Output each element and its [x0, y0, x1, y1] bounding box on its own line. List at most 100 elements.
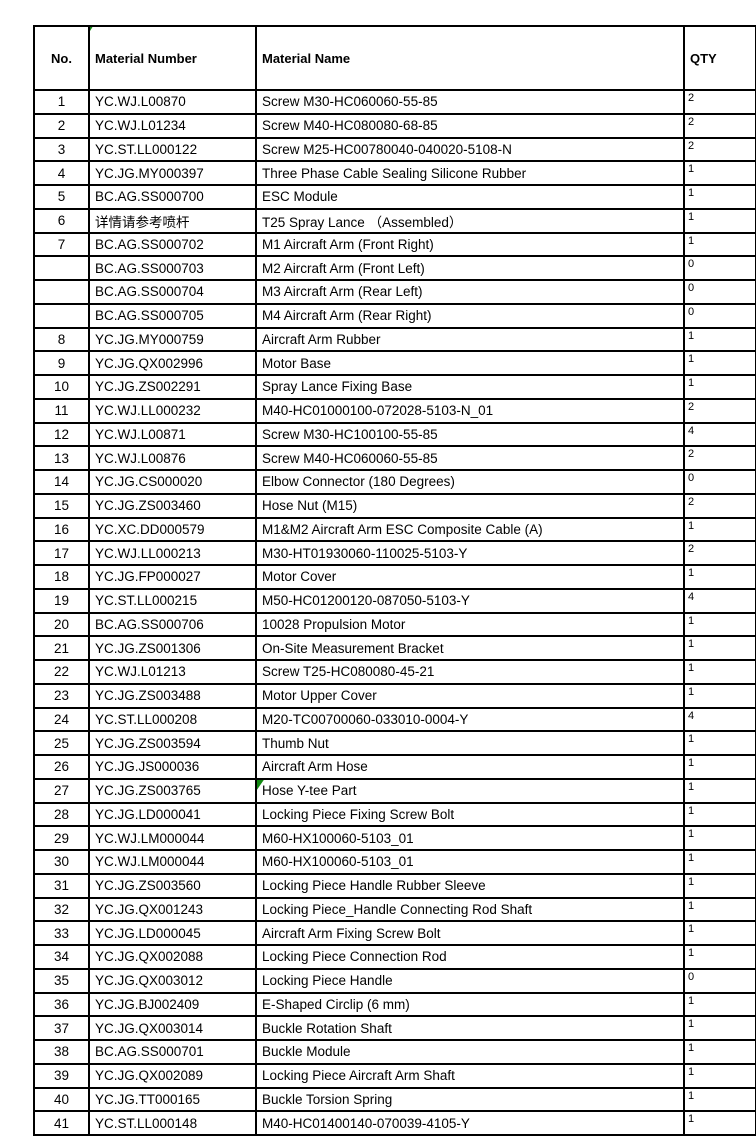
cell-material-name[interactable]: Motor Upper Cover — [255, 682, 685, 709]
cell-no[interactable]: 41 — [33, 1110, 90, 1136]
cell-material-number[interactable]: BC.AG.SS000706 — [88, 611, 257, 638]
cell-no[interactable]: 6 — [33, 207, 90, 234]
cell-no[interactable]: 39 — [33, 1062, 90, 1089]
cell-no[interactable] — [33, 279, 90, 305]
cell-material-number[interactable]: BC.AG.SS000703 — [88, 255, 257, 281]
cell-no[interactable]: 16 — [33, 516, 90, 543]
cell-qty[interactable]: 4 — [683, 587, 756, 614]
cell-qty[interactable]: 1 — [683, 1039, 756, 1065]
cell-qty[interactable]: 1 — [683, 611, 756, 638]
cell-qty[interactable]: 1 — [683, 872, 756, 899]
cell-no[interactable]: 4 — [33, 160, 90, 186]
cell-material-name[interactable]: Locking Piece Handle — [255, 967, 685, 994]
cell-material-number[interactable]: YC.JG.ZS002291 — [88, 374, 257, 400]
cell-qty[interactable]: 1 — [683, 350, 756, 376]
cell-no[interactable]: 37 — [33, 1015, 90, 1041]
cell-qty[interactable]: 4 — [683, 421, 756, 448]
cell-material-name[interactable]: Screw M40-HC060060-55-85 — [255, 445, 685, 471]
cell-material-number[interactable]: 详情请参考喷杆 — [88, 207, 257, 234]
cell-material-number[interactable]: YC.JG.MY000759 — [88, 326, 257, 353]
cell-qty[interactable]: 1 — [683, 777, 756, 804]
cell-qty[interactable]: 1 — [683, 374, 756, 400]
cell-material-number[interactable]: YC.JG.MY000397 — [88, 160, 257, 186]
cell-material-name[interactable]: M50-HC01200120-087050-5103-Y — [255, 587, 685, 614]
cell-no[interactable]: 12 — [33, 421, 90, 448]
cell-qty[interactable]: 1 — [683, 635, 756, 661]
cell-qty[interactable]: 1 — [683, 1110, 756, 1136]
cell-material-number[interactable]: YC.JG.LD000045 — [88, 920, 257, 946]
cell-material-name[interactable]: Locking Piece Aircraft Arm Shaft — [255, 1062, 685, 1089]
cell-no[interactable]: 35 — [33, 967, 90, 994]
cell-qty[interactable]: 2 — [683, 136, 756, 163]
cell-qty[interactable]: 1 — [683, 730, 756, 756]
cell-qty[interactable]: 1 — [683, 516, 756, 543]
cell-no[interactable]: 32 — [33, 896, 90, 923]
cell-no[interactable]: 26 — [33, 754, 90, 780]
cell-material-number[interactable]: YC.JG.QX002088 — [88, 944, 257, 970]
cell-material-name[interactable]: M20-TC00700060-033010-0004-Y — [255, 706, 685, 733]
cell-no[interactable] — [33, 302, 90, 329]
cell-qty[interactable]: 1 — [683, 1015, 756, 1041]
cell-qty[interactable]: 1 — [683, 659, 756, 685]
cell-no[interactable]: 27 — [33, 777, 90, 804]
cell-qty[interactable]: 0 — [683, 302, 756, 329]
cell-qty[interactable]: 1 — [683, 849, 756, 875]
cell-material-number[interactable]: YC.ST.LL000148 — [88, 1110, 257, 1136]
column-header-qty[interactable]: QTY — [683, 25, 756, 91]
cell-material-name[interactable]: Screw M25-HC00780040-040020-5108-N — [255, 136, 685, 163]
cell-material-number[interactable]: YC.JG.QX001243 — [88, 896, 257, 923]
cell-no[interactable]: 24 — [33, 706, 90, 733]
cell-qty[interactable]: 1 — [683, 991, 756, 1018]
cell-qty[interactable]: 1 — [683, 564, 756, 590]
cell-material-number[interactable]: YC.JG.TT000165 — [88, 1086, 257, 1113]
cell-material-number[interactable]: YC.JG.LD000041 — [88, 801, 257, 828]
cell-material-number[interactable]: YC.WJ.LM000044 — [88, 825, 257, 851]
cell-material-name[interactable]: Screw M30-HC060060-55-85 — [255, 89, 685, 115]
cell-qty[interactable]: 1 — [683, 920, 756, 946]
cell-material-number[interactable]: YC.ST.LL000215 — [88, 587, 257, 614]
cell-material-name[interactable]: Motor Cover — [255, 564, 685, 590]
cell-qty[interactable]: 1 — [683, 682, 756, 709]
cell-qty[interactable]: 1 — [683, 754, 756, 780]
cell-material-number[interactable]: YC.WJ.L00871 — [88, 421, 257, 448]
cell-material-number[interactable]: YC.JG.ZS003594 — [88, 730, 257, 756]
cell-no[interactable]: 7 — [33, 231, 90, 258]
cell-no[interactable]: 36 — [33, 991, 90, 1018]
cell-material-name[interactable]: M40-HC01000100-072028-5103-N_01 — [255, 397, 685, 424]
cell-no[interactable]: 33 — [33, 920, 90, 946]
cell-material-name[interactable]: Motor Base — [255, 350, 685, 376]
cell-no[interactable]: 21 — [33, 635, 90, 661]
cell-material-name[interactable]: Screw T25-HC080080-45-21 — [255, 659, 685, 685]
cell-material-number[interactable]: YC.JG.ZS001306 — [88, 635, 257, 661]
cell-no[interactable]: 20 — [33, 611, 90, 638]
cell-qty[interactable]: 0 — [683, 469, 756, 495]
cell-no[interactable]: 13 — [33, 445, 90, 471]
cell-qty[interactable]: 1 — [683, 944, 756, 970]
column-header-no[interactable]: No. — [33, 25, 90, 91]
cell-material-number[interactable]: YC.JG.BJ002409 — [88, 991, 257, 1018]
cell-material-name[interactable]: On-Site Measurement Bracket — [255, 635, 685, 661]
cell-material-number[interactable]: YC.WJ.LM000044 — [88, 849, 257, 875]
cell-material-name[interactable]: E-Shaped Circlip (6 mm) — [255, 991, 685, 1018]
cell-material-number[interactable]: BC.AG.SS000702 — [88, 231, 257, 258]
cell-material-number[interactable]: YC.JG.QX002089 — [88, 1062, 257, 1089]
cell-qty[interactable]: 1 — [683, 1086, 756, 1113]
cell-qty[interactable]: 2 — [683, 397, 756, 424]
cell-material-number[interactable]: YC.JG.ZS003488 — [88, 682, 257, 709]
cell-qty[interactable]: 2 — [683, 445, 756, 471]
cell-material-number[interactable]: YC.WJ.L01234 — [88, 112, 257, 139]
cell-material-number[interactable]: YC.JG.ZS003765 — [88, 777, 257, 804]
cell-material-name[interactable]: Elbow Connector (180 Degrees) — [255, 469, 685, 495]
cell-material-name[interactable]: Screw M30-HC100100-55-85 — [255, 421, 685, 448]
column-header-material-name[interactable]: Material Name — [255, 25, 685, 91]
cell-material-name[interactable]: Three Phase Cable Sealing Silicone Rubbe… — [255, 160, 685, 186]
cell-qty[interactable]: 0 — [683, 967, 756, 994]
cell-material-name[interactable]: 10028 Propulsion Motor — [255, 611, 685, 638]
cell-material-name[interactable]: Locking Piece Handle Rubber Sleeve — [255, 872, 685, 899]
cell-material-name[interactable]: M1 Aircraft Arm (Front Right) — [255, 231, 685, 258]
cell-qty[interactable]: 2 — [683, 492, 756, 519]
cell-material-name[interactable]: T25 Spray Lance （Assembled） — [255, 207, 685, 234]
cell-material-name[interactable]: Locking Piece Fixing Screw Bolt — [255, 801, 685, 828]
cell-material-number[interactable]: YC.WJ.L01213 — [88, 659, 257, 685]
cell-material-number[interactable]: YC.ST.LL000208 — [88, 706, 257, 733]
